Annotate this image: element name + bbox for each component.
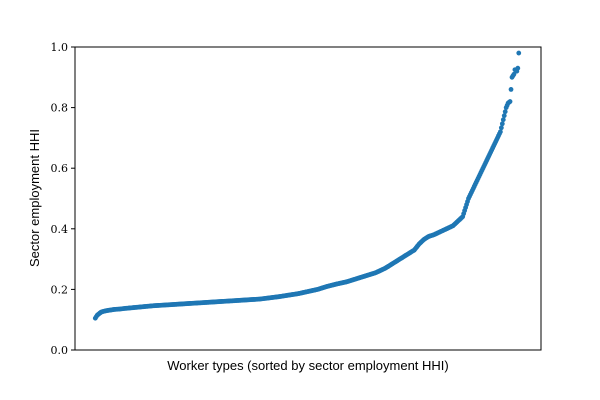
- data-point: [501, 113, 507, 119]
- y-tick-label: 0.8: [51, 102, 69, 115]
- y-tick-label: 0.2: [51, 283, 69, 296]
- data-point: [497, 129, 503, 135]
- y-axis-label: Sector employment HHI: [27, 129, 42, 267]
- data-point: [516, 50, 522, 56]
- data-point: [498, 125, 504, 131]
- y-tick-label: 0.6: [51, 162, 69, 175]
- data-point: [499, 121, 505, 127]
- y-tick-label: 1.0: [51, 41, 69, 54]
- data-point: [515, 65, 521, 71]
- data-point: [502, 109, 508, 115]
- data-point: [507, 99, 513, 104]
- data-point: [500, 117, 506, 123]
- data-point: [511, 71, 517, 77]
- y-tick-label: 0.0: [51, 344, 69, 357]
- y-axis-ticks: 0.0 0.2 0.4 0.6 0.8 1.0: [51, 41, 75, 357]
- data-points: [92, 50, 522, 321]
- plot-frame: [74, 46, 542, 351]
- x-axis-label: Worker types (sorted by sector employmen…: [167, 358, 449, 373]
- data-point: [508, 87, 514, 92]
- y-tick-label: 0.4: [51, 223, 69, 236]
